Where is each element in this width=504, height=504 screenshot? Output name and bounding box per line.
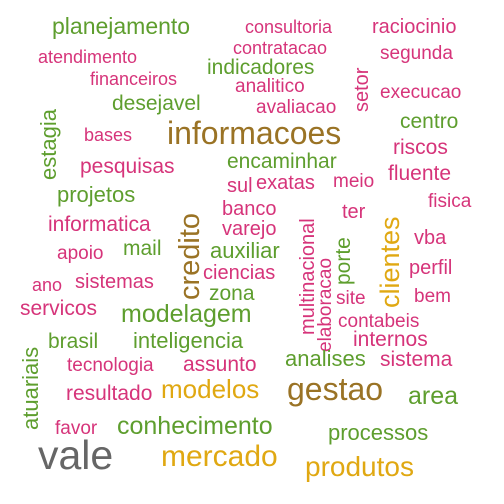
word-varejo: varejo — [222, 218, 277, 240]
word-brasil: brasil — [48, 330, 99, 353]
word-apoio: apoio — [57, 243, 104, 264]
word-sistema: sistema — [380, 348, 453, 371]
word-execucao: execucao — [380, 82, 462, 103]
word-estagia: estagia — [36, 109, 61, 180]
word-encaminhar: encaminhar — [227, 150, 337, 173]
word-analitico: analitico — [235, 76, 305, 97]
word-fluente: fluente — [388, 162, 452, 185]
word-projetos: projetos — [57, 182, 136, 207]
word-riscos: riscos — [393, 136, 448, 159]
word-financeiros: financeiros — [90, 69, 178, 89]
word-pesquisas: pesquisas — [80, 155, 175, 178]
word-contabeis: contabeis — [338, 311, 420, 332]
word-tecnologia: tecnologia — [67, 355, 154, 376]
word-elaboracao: elaboracao — [315, 257, 336, 352]
word-informatica: informatica — [48, 213, 151, 236]
word-atuariais: atuariais — [18, 346, 43, 430]
word-exatas: exatas — [256, 172, 315, 194]
word-processos: processos — [328, 420, 429, 445]
word-atendimento: atendimento — [38, 47, 138, 67]
word-contratacao: contratacao — [233, 38, 328, 58]
word-vba: vba — [414, 227, 447, 249]
word-mercado: mercado — [161, 440, 278, 473]
word-centro: centro — [400, 110, 459, 133]
word-inteligencia: inteligencia — [133, 328, 244, 353]
word-ano: ano — [32, 275, 63, 295]
word-produtos: produtos — [305, 451, 414, 482]
word-raciocinio: raciocinio — [372, 16, 457, 38]
word-internos: internos — [353, 328, 428, 351]
word-setor: setor — [351, 67, 373, 112]
word-planejamento: planejamento — [52, 13, 191, 39]
word-servicos: servicos — [20, 297, 98, 320]
word-analises: analises — [285, 346, 366, 371]
word-perfil: perfil — [409, 257, 453, 279]
word-auxiliar: auxiliar — [210, 238, 280, 263]
word-ter: ter — [342, 201, 366, 223]
word-ciencias: ciencias — [203, 262, 276, 284]
word-meio: meio — [333, 171, 375, 192]
word-banco: banco — [222, 198, 277, 220]
word-indicadores: indicadores — [207, 56, 315, 79]
word-clientes: clientes — [375, 216, 405, 308]
word-conhecimento: conhecimento — [117, 412, 273, 440]
word-segunda: segunda — [380, 43, 453, 64]
word-bases: bases — [84, 125, 133, 145]
word-avaliacao: avaliacao — [256, 97, 337, 118]
word-resultado: resultado — [66, 382, 153, 405]
word-assunto: assunto — [183, 353, 257, 376]
word-sul: sul — [227, 175, 253, 197]
word-porte: porte — [332, 237, 355, 285]
word-modelos: modelos — [161, 374, 260, 404]
word-zona: zona — [209, 282, 255, 305]
word-consultoria: consultoria — [245, 17, 333, 37]
word-gestao: gestao — [287, 371, 384, 407]
word-area: area — [408, 382, 459, 410]
word-mail: mail — [123, 237, 162, 260]
word-fisica: fisica — [428, 191, 472, 212]
word-vale: vale — [38, 432, 114, 478]
word-credito: credito — [174, 212, 206, 300]
word-bem: bem — [414, 286, 451, 307]
word-modelagem: modelagem — [121, 300, 252, 328]
word-informacoes: informacoes — [167, 115, 342, 151]
word-site: site — [336, 288, 366, 309]
word-desejavel: desejavel — [112, 92, 201, 115]
word-sistemas: sistemas — [75, 271, 154, 293]
word-favor: favor — [55, 418, 98, 439]
